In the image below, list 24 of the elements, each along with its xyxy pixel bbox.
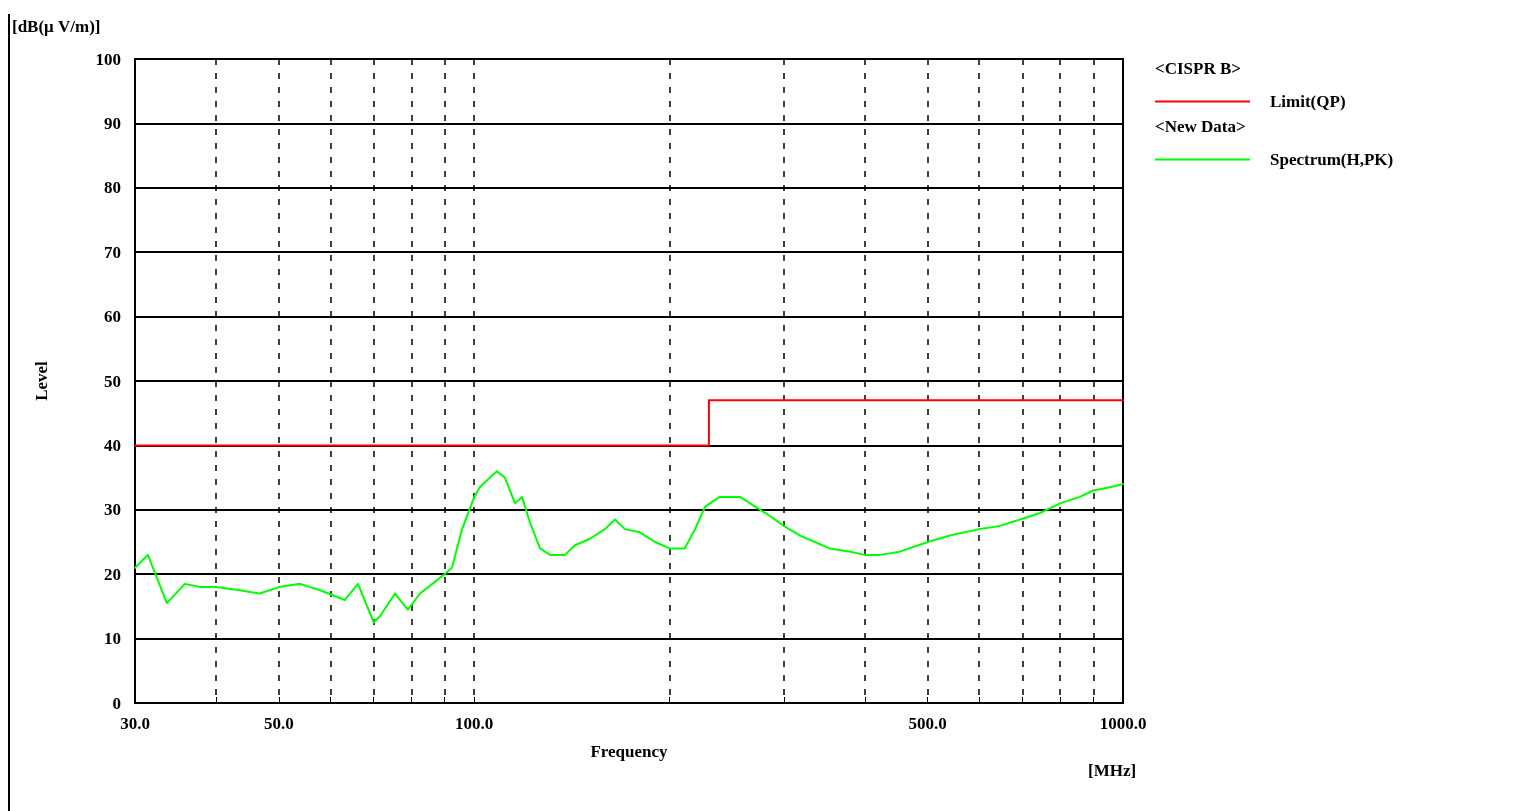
x-axis-title: Frequency [590, 742, 669, 761]
x-tick-label: 30.0 [120, 714, 150, 733]
text: Limit(QP) [1270, 92, 1346, 111]
x-tick-label: 500.0 [908, 714, 947, 733]
y-tick-label: 40 [104, 435, 121, 455]
text: <CISPR B> [1155, 59, 1241, 78]
x-tick-label: 1000.0 [1099, 714, 1147, 733]
y-tick-label: 0 [112, 693, 121, 713]
text: <New Data> [1155, 117, 1246, 136]
y-tick-label: 100 [95, 49, 121, 69]
y-tick-label: 50 [104, 371, 121, 391]
text: Spectrum(H,PK) [1270, 150, 1394, 169]
text: [dB(μ V/m)] [12, 17, 101, 36]
x-tick-label: 50.0 [264, 714, 294, 733]
y-tick-label: 20 [104, 564, 121, 584]
x-tick-label: 100.0 [455, 714, 494, 733]
y-tick-label: 30 [104, 500, 121, 520]
y-tick-label: 80 [104, 178, 121, 198]
y-axis-title: Level [32, 360, 51, 401]
y-tick-label: 10 [104, 629, 121, 649]
text: [MHz] [1088, 761, 1137, 780]
y-tick-label: 70 [104, 242, 121, 262]
y-tick-label: 90 [104, 113, 121, 133]
y-tick-label: 60 [104, 307, 121, 327]
